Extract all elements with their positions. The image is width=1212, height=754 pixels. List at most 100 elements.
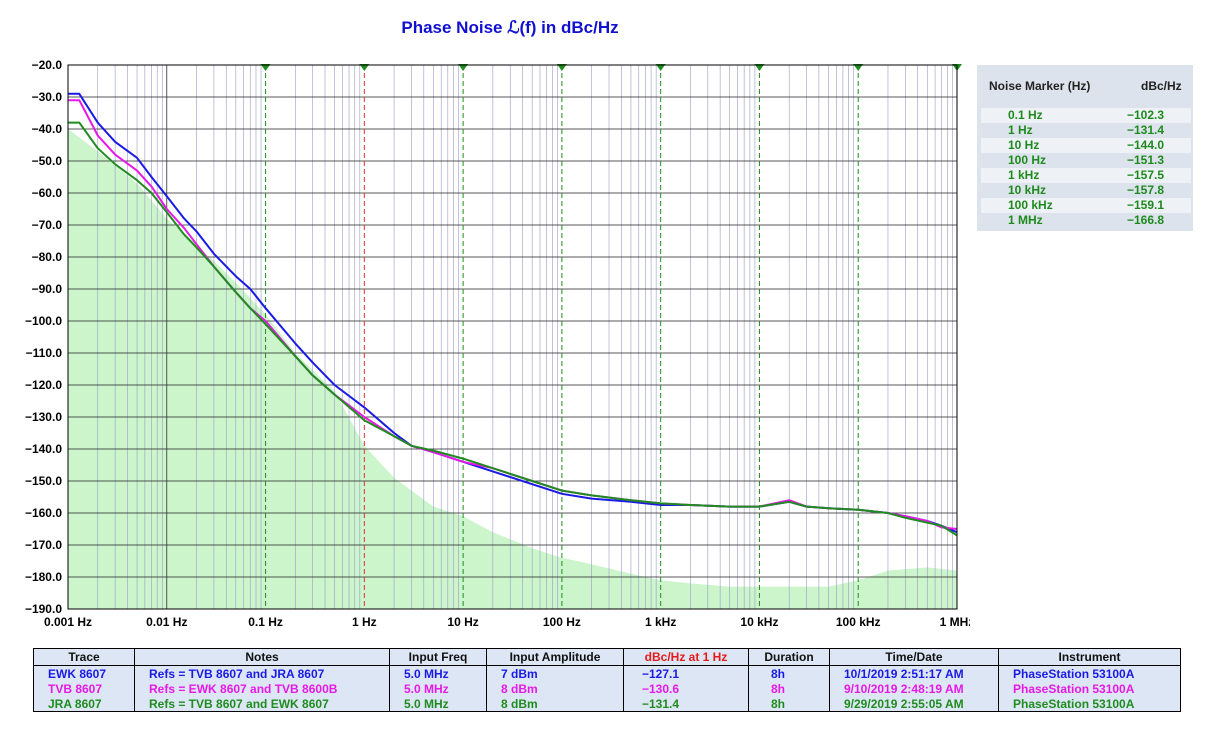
instrument-cell: PhaseStation 53100A <box>998 681 1181 696</box>
noise-marker-triangle <box>655 64 666 71</box>
noise-marker-triangle <box>359 64 370 71</box>
instrument-cell: PhaseStation 53100A <box>998 696 1181 712</box>
notes-cell: Refs = EWK 8607 and TVB 8600B <box>134 681 390 696</box>
noise-marker-triangle <box>458 64 469 71</box>
plot-frame <box>67 64 958 610</box>
input-amplitude-cell: 7 dBm <box>486 665 624 681</box>
x-tick-label: 10 Hz <box>447 615 478 629</box>
col-dbc-at-1hz: dBc/Hz at 1 Hz <box>623 648 749 666</box>
noise-marker-freq: 10 kHz <box>1008 183 1047 197</box>
y-tick-label: −40.0 <box>32 122 63 136</box>
y-tick-label: −50.0 <box>32 154 63 168</box>
notes-cell: Refs = TVB 8607 and EWK 8607 <box>134 696 390 712</box>
col-trace: Trace <box>33 648 135 666</box>
y-tick-label: −90.0 <box>32 282 63 296</box>
y-tick-label: −130.0 <box>25 410 62 424</box>
x-tick-label: 0.001 Hz <box>44 615 92 629</box>
y-tick-label: −110.0 <box>26 346 63 360</box>
noise-marker-table: Noise Marker (Hz) dBc/Hz 0.1 Hz −102.3 1 H… <box>977 65 1193 231</box>
noise-floor-area <box>68 129 957 609</box>
col-notes: Notes <box>134 648 390 666</box>
trace-table-header-row: Trace Notes Input Freq Input Amplitude d… <box>33 648 1181 666</box>
time-date-cell: 9/10/2019 2:48:19 AM <box>829 681 999 696</box>
noise-marker-value: −144.0 <box>1127 138 1165 152</box>
x-tick-label: 0.1 Hz <box>248 615 283 629</box>
noise-marker-triangle <box>853 64 864 71</box>
noise-marker-freq: 100 Hz <box>1008 153 1047 167</box>
y-tick-label: −120.0 <box>25 378 62 392</box>
input-amplitude-cell: 8 dBm <box>486 681 624 696</box>
series-line-jra-8607 <box>68 121 958 537</box>
instrument-cell: PhaseStation 53100A <box>998 665 1181 681</box>
y-tick-label: −30.0 <box>32 90 63 104</box>
noise-marker-freq: 100 kHz <box>1008 198 1053 212</box>
trace-cell: TVB 8607 <box>33 681 135 696</box>
noise-marker-unit-header: dBc/Hz <box>1141 79 1182 93</box>
noise-marker-freq: 1 kHz <box>1008 168 1040 182</box>
x-tick-label: 1 kHz <box>645 615 676 629</box>
noise-marker-freq: 0.1 Hz <box>1008 108 1043 122</box>
noise-marker-row: 1 MHz −166.8 <box>981 213 1191 228</box>
noise-marker-row: 10 Hz −144.0 <box>981 138 1191 153</box>
x-tick-label: 1 Hz <box>352 615 377 629</box>
y-tick-label: −190.0 <box>25 602 62 616</box>
noise-marker-header: Noise Marker (Hz) dBc/Hz <box>989 79 1185 95</box>
noise-marker-value: −131.4 <box>1127 123 1165 137</box>
phase-noise-plot: −20.0 −30.0 −40.0 −50.0 −60.0 −70.0 −80.0 −90.0… <box>25 58 970 629</box>
trace-row: JRA 8607 Refs = TVB 8607 and EWK 8607 5.0 … <box>33 696 1181 712</box>
time-date-cell: 10/1/2019 2:51:17 AM <box>829 665 999 681</box>
duration-cell: 8h <box>748 681 830 696</box>
noise-marker-value: −157.8 <box>1127 183 1165 197</box>
y-tick-label: −180.0 <box>25 570 62 584</box>
noise-marker-row: 0.1 Hz −102.3 <box>981 108 1191 123</box>
col-input-amplitude: Input Amplitude <box>486 648 624 666</box>
noise-marker-triangle <box>260 64 271 71</box>
notes-cell: Refs = TVB 8607 and JRA 8607 <box>134 665 390 681</box>
dbc-cell: −131.4 <box>623 696 749 712</box>
y-tick-label: −80.0 <box>32 250 63 264</box>
noise-marker-row: 100 Hz −151.3 <box>981 153 1191 168</box>
y-tick-label: −20.0 <box>32 58 63 72</box>
noise-marker-value: −157.5 <box>1127 168 1165 182</box>
y-tick-label: −100.0 <box>25 314 62 328</box>
col-instrument: Instrument <box>998 648 1181 666</box>
x-tick-label: 10 kHz <box>740 615 778 629</box>
x-tick-label: 100 kHz <box>836 615 881 629</box>
noise-marker-row: 1 Hz −131.4 <box>981 123 1191 138</box>
noise-marker-value: −159.1 <box>1127 198 1165 212</box>
trace-info-table: Trace Notes Input Freq Input Amplitude d… <box>33 648 1181 712</box>
x-tick-label: 0.01 Hz <box>146 615 187 629</box>
y-tick-label: −70.0 <box>32 218 63 232</box>
trace-cell: JRA 8607 <box>33 696 135 712</box>
chart-title: Phase Noise ℒ(f) in dBc/Hz <box>401 18 619 37</box>
input-freq-cell: 5.0 MHz <box>389 665 487 681</box>
time-date-cell: 9/29/2019 2:55:05 AM <box>829 696 999 712</box>
col-input-freq: Input Freq <box>389 648 487 666</box>
noise-marker-row: 1 kHz −157.5 <box>981 168 1191 183</box>
trace-cell: EWK 8607 <box>33 665 135 681</box>
input-freq-cell: 5.0 MHz <box>389 681 487 696</box>
noise-marker-triangle <box>556 64 567 71</box>
x-tick-label: 100 Hz <box>543 615 581 629</box>
duration-cell: 8h <box>748 665 830 681</box>
y-tick-label: −160.0 <box>25 506 62 520</box>
y-tick-label: −60.0 <box>32 186 63 200</box>
col-duration: Duration <box>748 648 830 666</box>
noise-marker-freq: 1 MHz <box>1008 213 1043 227</box>
dbc-cell: −127.1 <box>623 665 749 681</box>
trace-row: TVB 8607 Refs = EWK 8607 and TVB 8600B 5.0… <box>33 681 1181 696</box>
noise-marker-value: −151.3 <box>1127 153 1165 167</box>
dbc-cell: −130.6 <box>623 681 749 696</box>
noise-marker-freq: 10 Hz <box>1008 138 1040 152</box>
noise-marker-value: −102.3 <box>1127 108 1165 122</box>
noise-marker-freq-header: Noise Marker (Hz) <box>989 79 1091 93</box>
input-freq-cell: 5.0 MHz <box>389 696 487 712</box>
x-tick-label: 1 MHz <box>940 615 970 629</box>
y-tick-label: −170.0 <box>25 538 62 552</box>
noise-marker-triangle <box>754 64 765 71</box>
col-time-date: Time/Date <box>829 648 999 666</box>
noise-marker-row: 10 kHz −157.8 <box>981 183 1191 198</box>
input-amplitude-cell: 8 dBm <box>486 696 624 712</box>
y-tick-label: −140.0 <box>25 442 62 456</box>
noise-marker-row: 100 kHz −159.1 <box>981 198 1191 213</box>
